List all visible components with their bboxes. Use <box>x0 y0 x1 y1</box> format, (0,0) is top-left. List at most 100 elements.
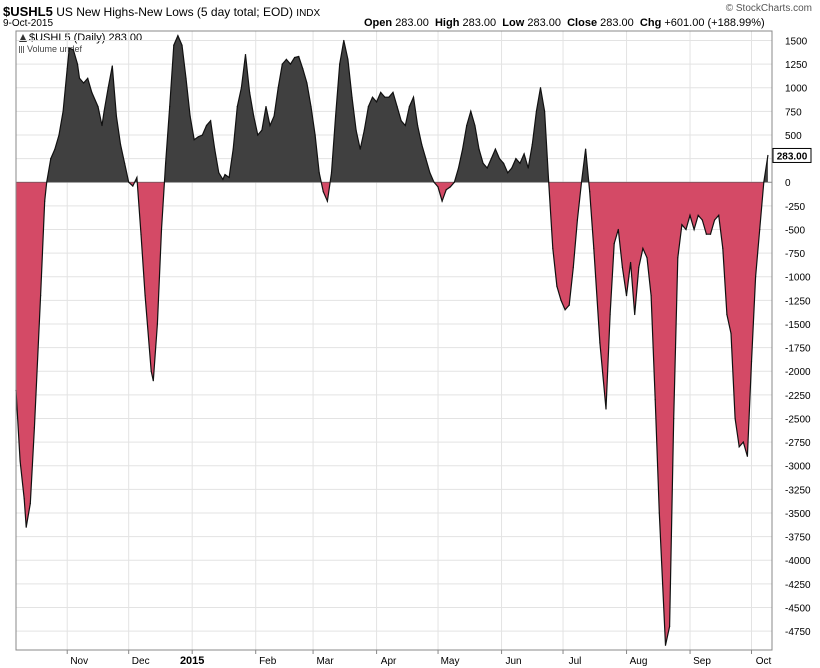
ohlc-readout: Open 283.00 High 283.00 Low 283.00 Close… <box>364 17 765 29</box>
data-point <box>78 77 81 79</box>
data-point <box>523 153 525 155</box>
data-point <box>548 181 550 183</box>
chart-title: $USHL5 US New Highs-New Lows (5 day tota… <box>3 4 320 19</box>
data-point <box>173 44 175 46</box>
area-series-icon <box>19 34 27 42</box>
last-value-box <box>772 147 812 163</box>
area-fills <box>16 35 772 646</box>
data-point <box>746 455 749 457</box>
data-point <box>685 228 687 231</box>
data-point <box>730 332 732 334</box>
data-point <box>681 224 683 226</box>
data-point <box>693 228 695 231</box>
data-point <box>240 87 242 89</box>
data-point <box>511 167 513 169</box>
y-tick-label: -4000 <box>785 556 811 567</box>
data-point <box>404 124 406 127</box>
data-point <box>210 120 212 122</box>
data-point <box>482 162 484 164</box>
data-point <box>33 427 36 429</box>
data-point <box>539 87 542 89</box>
close-value: 283.00 <box>600 17 634 29</box>
data-point <box>160 228 163 231</box>
data-point <box>474 124 476 127</box>
data-point <box>185 77 187 79</box>
data-point <box>669 625 671 628</box>
data-point <box>289 63 292 65</box>
data-point <box>494 148 496 150</box>
data-point <box>228 176 230 179</box>
data-point <box>83 82 85 84</box>
x-axis: Nov Dec 2015 Feb Mar Apr May Jun Jul Aug Sep Oct <box>66 650 772 667</box>
data-point <box>613 243 615 245</box>
y-tick-label: 750 <box>785 107 802 118</box>
positive-area <box>16 35 768 183</box>
data-point <box>371 96 374 98</box>
data-point <box>363 129 365 131</box>
data-point <box>759 228 761 231</box>
data-point <box>677 257 679 259</box>
data-point <box>466 124 468 127</box>
data-point <box>132 185 134 187</box>
high-value: 283.00 <box>462 17 497 29</box>
data-point <box>689 214 691 216</box>
data-point <box>609 313 611 316</box>
y-tick-label: -3000 <box>785 462 811 473</box>
data-point <box>767 154 769 157</box>
data-point <box>68 47 70 49</box>
data-point <box>261 129 263 131</box>
data-point <box>658 512 660 514</box>
symbol-description: US New Highs-New Lows (5 day total; EOD) <box>56 5 293 19</box>
data-point <box>314 134 316 136</box>
data-point <box>40 295 42 297</box>
data-point <box>165 162 167 164</box>
x-tick-label: May <box>441 656 460 667</box>
data-point <box>755 276 757 278</box>
data-point <box>576 219 579 221</box>
y-tick-label: 1000 <box>785 84 808 95</box>
data-point <box>97 106 99 108</box>
data-point <box>306 82 308 84</box>
data-point <box>322 191 324 193</box>
x-tick-label: Aug <box>630 656 648 667</box>
data-point <box>697 214 699 216</box>
data-point <box>585 148 587 150</box>
data-point <box>486 167 488 169</box>
data-point <box>355 129 357 131</box>
y-tick-label: -4500 <box>785 603 811 614</box>
data-point <box>599 342 601 344</box>
data-point <box>244 54 247 56</box>
data-point <box>310 106 312 108</box>
data-point <box>763 181 765 183</box>
y-tick-label: -2000 <box>785 367 811 378</box>
y-tick-label: -1750 <box>785 344 811 355</box>
data-point <box>76 63 79 65</box>
data-point <box>87 77 89 79</box>
y-tick-label: -500 <box>785 225 805 236</box>
y-tick-label: -4250 <box>785 580 811 591</box>
volume-bars-icon <box>19 46 25 53</box>
data-point <box>222 178 224 180</box>
data-point <box>150 370 152 372</box>
date-label: 9-Oct-2015 <box>3 18 54 29</box>
y-tick-label: -750 <box>785 249 805 260</box>
volume-legend-label: Volume undef <box>27 44 83 54</box>
data-point <box>742 441 744 443</box>
x-tick-label: Dec <box>132 656 150 667</box>
last-value-marker: 283.00 <box>772 147 812 163</box>
copyright-label[interactable]: © StockCharts.com <box>725 3 812 14</box>
y-tick-label: -4750 <box>785 627 811 638</box>
data-point <box>72 49 74 51</box>
data-point <box>201 134 203 136</box>
data-point <box>621 266 624 268</box>
data-point <box>433 181 435 183</box>
x-tick-label: Sep <box>693 656 711 667</box>
data-point <box>535 110 538 112</box>
x-tick-label: Feb <box>259 656 277 667</box>
data-point <box>449 186 451 188</box>
y-tick-label: -1500 <box>785 320 811 331</box>
data-point <box>396 106 398 108</box>
data-point <box>392 91 394 93</box>
data-point <box>124 162 126 164</box>
